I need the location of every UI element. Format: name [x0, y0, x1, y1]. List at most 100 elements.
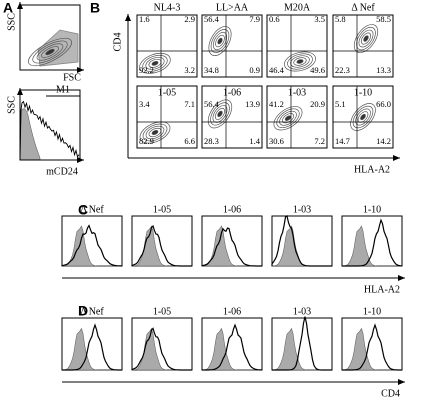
contour: [151, 60, 159, 66]
plot-title: 1-10: [363, 306, 381, 317]
plot-title: 1-06: [223, 204, 241, 215]
contour: [215, 34, 225, 48]
plot-frame: [136, 85, 198, 149]
quadrant-value: 7.9: [249, 14, 260, 24]
histogram-control: [19, 108, 41, 161]
contour: [358, 29, 374, 48]
quadrant-value: 66.0: [376, 99, 391, 109]
plot-title: M20A: [284, 2, 311, 13]
quadrant-value: 58.5: [376, 14, 391, 24]
plot-frame: [266, 85, 328, 149]
quadrant-value: 5.8: [335, 14, 346, 24]
histogram-line: [62, 323, 122, 371]
quadrant-value: 14.2: [376, 136, 391, 146]
plot-title: LL>AA: [216, 2, 249, 13]
plot-title: 1-05: [158, 87, 176, 98]
contour: [145, 125, 165, 140]
plot-title: NL4-3: [154, 2, 181, 13]
contour: [360, 32, 372, 45]
plot-title: 1-03: [293, 306, 311, 317]
histogram-control: [131, 327, 192, 371]
histogram-line: [342, 218, 403, 267]
panel-label: B: [90, 0, 100, 16]
plot-frame: [136, 14, 198, 78]
histogram-control: [61, 225, 122, 267]
contour: [208, 26, 232, 56]
axis-label: HLA-A2: [354, 164, 390, 175]
plot-title: Δ Nef: [80, 306, 104, 317]
quadrant-value: 6.6: [184, 136, 195, 146]
plot-frame: [201, 85, 263, 149]
quadrant-value: 20.9: [310, 99, 325, 109]
plot-title: 1-06: [223, 87, 241, 98]
contour: [151, 130, 159, 135]
gate: [37, 29, 79, 67]
quadrant-value: 3.2: [184, 65, 195, 75]
axis-label: SSC: [6, 96, 17, 114]
panel-label: A: [3, 0, 13, 16]
quadrant-value: 34.8: [204, 65, 219, 75]
panel-label: D: [78, 303, 88, 319]
axis-label: CD4: [381, 388, 400, 399]
quadrant-value: 56.4: [204, 14, 220, 24]
quadrant-value: 7.2: [314, 136, 325, 146]
plot-title: Δ Nef: [80, 204, 104, 215]
quadrant-value: 46.4: [269, 65, 285, 75]
contour: [212, 31, 228, 51]
histogram-line: [272, 316, 332, 371]
histogram-line: [202, 323, 263, 371]
quadrant-value: 28.3: [204, 136, 219, 146]
contour: [32, 40, 68, 64]
contour: [363, 35, 369, 42]
plot-title: 1-03: [293, 204, 311, 215]
histogram-line: [201, 227, 262, 267]
histogram-line: [19, 100, 80, 161]
contour: [352, 105, 374, 129]
histogram-control: [201, 327, 262, 371]
axis-label: HLA-A2: [364, 284, 400, 295]
contour: [276, 108, 300, 129]
contour: [45, 48, 55, 56]
axis-label: mCD24: [46, 166, 78, 177]
contour: [356, 26, 376, 51]
quadrant-value: 82.9: [139, 136, 154, 146]
plot-frame: [332, 14, 394, 78]
contour: [139, 52, 171, 74]
contour: [214, 107, 226, 120]
contour: [284, 115, 292, 121]
quadrant-value: 22.3: [335, 65, 350, 75]
plot-title: 1-10: [363, 204, 381, 215]
plot-frame: [201, 14, 263, 78]
quadrant-value: 3.4: [139, 99, 150, 109]
axis-label: FSC: [63, 72, 81, 83]
plot-title: 1-05: [153, 204, 171, 215]
plot-title: 1-06: [223, 306, 241, 317]
quadrant-value: 49.6: [310, 65, 325, 75]
axis-label: SSC: [6, 13, 17, 31]
contour: [142, 54, 168, 72]
contour: [217, 110, 223, 118]
plot-title: Δ Nef: [351, 2, 375, 13]
histogram-line: [342, 323, 402, 371]
plot-title: 1-03: [288, 87, 306, 98]
contour: [273, 106, 303, 131]
gate-label: M1: [56, 84, 70, 95]
histogram-control: [131, 225, 192, 267]
axis-label: CD4: [112, 33, 123, 52]
quadrant-value: 13.9: [245, 99, 260, 109]
quadrant-value: 1.4: [249, 136, 260, 146]
histogram-control: [341, 225, 402, 267]
plot-title: 1-10: [354, 87, 372, 98]
quadrant-value: 3.5: [314, 14, 325, 24]
contour: [287, 53, 313, 70]
contour: [41, 46, 59, 58]
plot-frame: [332, 85, 394, 149]
quadrant-value: 0.6: [269, 14, 280, 24]
contour: [139, 121, 171, 144]
contour: [207, 99, 233, 129]
histogram-control: [271, 225, 332, 267]
quadrant-value: 30.6: [269, 136, 284, 146]
quadrant-value: 92.2: [139, 65, 154, 75]
contour: [293, 57, 307, 66]
